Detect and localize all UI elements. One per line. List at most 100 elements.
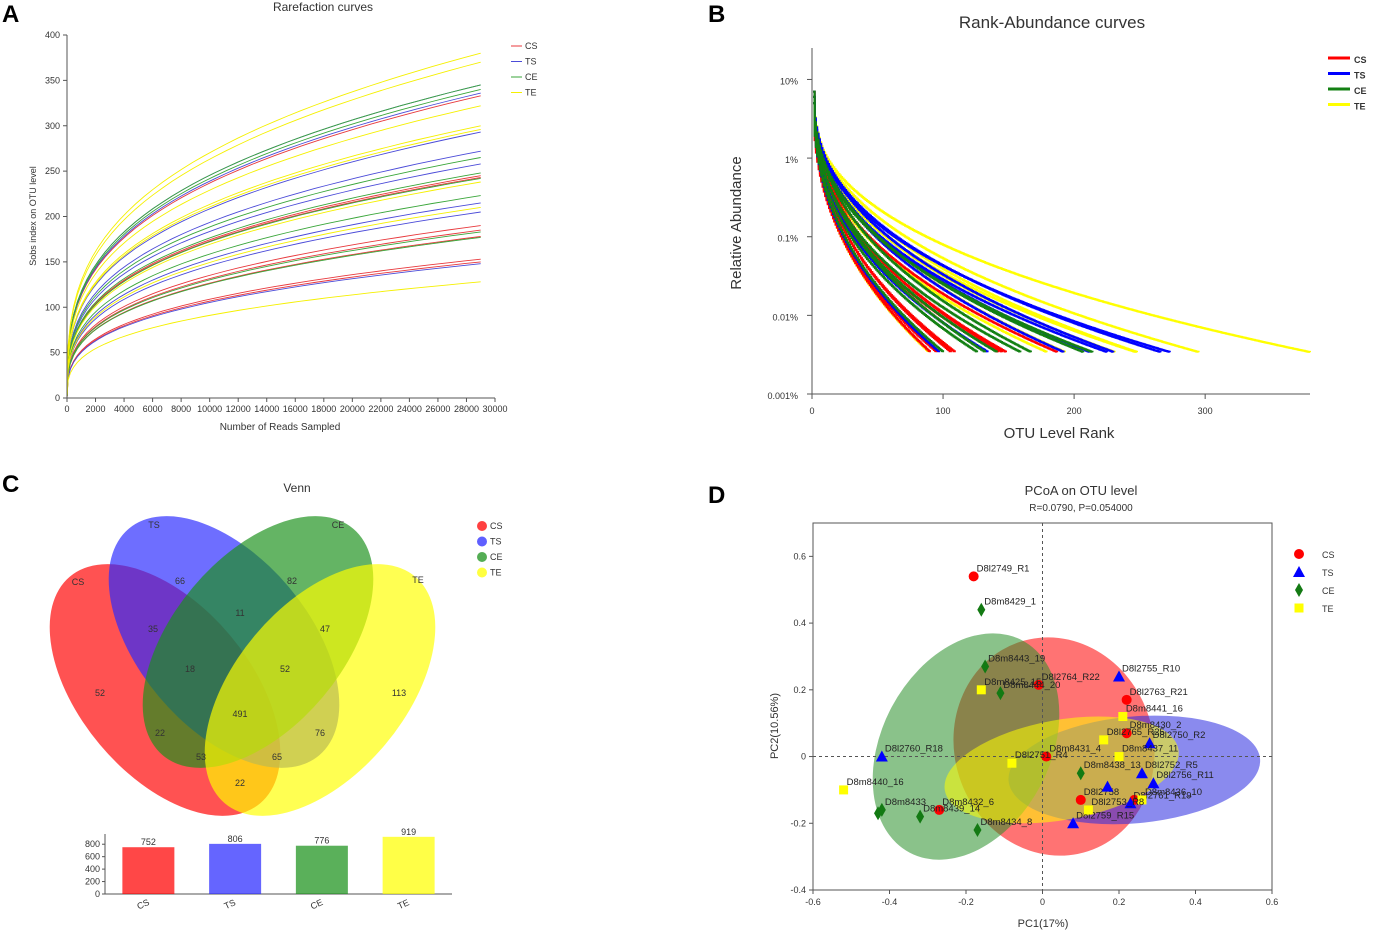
rank-abundance-xtick-label: 200 <box>1067 406 1082 416</box>
rarefaction-curves <box>66 52 481 399</box>
pcoa-point-cs <box>1041 751 1052 762</box>
rarefaction-curve-ce <box>66 177 481 399</box>
rarefaction-curve-cs <box>66 258 481 399</box>
rarefaction-curve-ts <box>66 211 481 399</box>
venn-region-value: 113 <box>392 688 406 698</box>
rank-abundance-ytick-label: 0.01% <box>772 312 798 322</box>
rarefaction-curve-te <box>66 206 481 399</box>
legend-label-ce: CE <box>525 72 538 82</box>
legend-marker-te <box>1294 603 1304 613</box>
pcoa-ytick-label: 0.2 <box>793 685 806 695</box>
pcoa-point-ce <box>996 686 1005 701</box>
rarefaction-xtick-label: 18000 <box>311 404 336 414</box>
bar-category-label: TS <box>223 897 238 911</box>
rarefaction-curve-ce <box>66 236 481 399</box>
rarefaction-curve-ts <box>66 263 481 399</box>
pcoa-point-label: D8m8432_6 <box>942 797 994 808</box>
panel-b-rank-abundance: B Rank-Abundance curves 10% 1% 0.1% 0.01% 0.… <box>708 1 1367 442</box>
pcoa-point-te <box>1137 795 1147 805</box>
rank-abundance-xtick-label: 300 <box>1198 406 1213 416</box>
venn-region-value: 491 <box>232 709 247 719</box>
legend-dot-ts <box>477 536 487 547</box>
rarefaction-xtick-label: 4000 <box>114 404 134 414</box>
pcoa-point-ce <box>977 602 986 617</box>
pcoa-point-ts <box>1143 737 1156 749</box>
rank-abundance-curve-ts <box>813 95 1162 353</box>
rarefaction-xtick-label: 8000 <box>171 404 191 414</box>
rarefaction-xtick-label: 2000 <box>86 404 106 414</box>
pcoa-ytick-label: -0.4 <box>790 885 806 895</box>
bar-value-label: 776 <box>314 836 329 846</box>
rank-abundance-curve-ce <box>813 95 945 353</box>
rarefaction-ytick-label: 50 <box>50 348 60 358</box>
legend-label-ce: CE <box>1322 586 1335 596</box>
rarefaction-curve-cs <box>66 95 481 399</box>
rarefaction-xtick-label: 12000 <box>226 404 251 414</box>
legend-label-ts: TS <box>525 57 537 67</box>
rarefaction-curve-te <box>66 105 481 399</box>
pcoa-point-label: D8m8444_20 <box>1003 680 1060 691</box>
legend-label-te: TE <box>525 88 537 98</box>
pcoa-point-label: D8m8429_1 <box>984 597 1036 608</box>
rarefaction-xtick-label: 20000 <box>340 404 365 414</box>
rarefaction-curve-ce <box>66 84 481 399</box>
rarefaction-curve-cs <box>66 175 481 399</box>
rarefaction-curve-cs <box>66 236 481 399</box>
pcoa-point-te <box>1083 805 1093 815</box>
pcoa-xtick-label: 0 <box>1040 897 1045 907</box>
venn-set-label-ts: TS <box>148 520 160 530</box>
venn-region-value: 18 <box>185 664 195 674</box>
bar-ytick-label: 800 <box>85 839 100 849</box>
rarefaction-ytick-label: 400 <box>45 30 60 40</box>
panel-label-a: A <box>2 1 19 28</box>
rank-abundance-legend: CS TS CE TE <box>1328 55 1367 112</box>
pcoa-point-ce <box>973 822 982 837</box>
rarefaction-curve-ce <box>66 195 481 399</box>
bar-ytick-label: 400 <box>85 864 100 874</box>
rarefaction-curve-ts <box>66 92 481 399</box>
rarefaction-xtick-label: 26000 <box>425 404 450 414</box>
panel-label-b: B <box>708 1 725 28</box>
venn-title: Venn <box>283 481 310 495</box>
bar-ts <box>209 843 262 894</box>
panel-label-c: C <box>2 471 19 498</box>
rarefaction-title: Rarefaction curves <box>273 0 373 14</box>
venn-set-label-te: TE <box>412 575 424 585</box>
pcoa-point-ce <box>981 659 990 674</box>
rarefaction-curve-te <box>66 281 481 399</box>
rarefaction-legend: CS TS CE TE <box>511 41 538 98</box>
pcoa-point-cs <box>968 571 979 582</box>
venn-region-value: 76 <box>315 728 325 738</box>
bar-value-label: 919 <box>401 827 416 837</box>
rarefaction-curve-ts <box>66 150 481 399</box>
bar-value-label: 752 <box>141 837 156 847</box>
pcoa-xtick-label: -0.6 <box>805 897 821 907</box>
pcoa-xtick-label: -0.4 <box>882 897 898 907</box>
pcoa-point-te <box>976 685 986 695</box>
venn-set-label-ce: CE <box>332 520 345 530</box>
rarefaction-xtick-label: 14000 <box>254 404 279 414</box>
rarefaction-curve-ce <box>66 157 481 399</box>
rarefaction-ytick-label: 0 <box>55 393 60 403</box>
venn-region-value: 53 <box>196 752 206 762</box>
legend-marker-ce <box>1295 583 1303 597</box>
pcoa-ellipse-te <box>944 716 1179 824</box>
venn-diagram: CS TS CE TE 52 66 82 113 35 11 47 18 52 491 22 76 53 65 22 <box>49 516 436 816</box>
legend-label-ce: CE <box>1354 86 1367 96</box>
rarefaction-xtick-label: 0 <box>64 404 69 414</box>
rarefaction-xlabel: Number of Reads Sampled <box>220 422 341 433</box>
pcoa-point-label: D8l2759_R15 <box>1076 810 1134 821</box>
pcoa-xtick-label: 0.4 <box>1189 897 1202 907</box>
pcoa-point-ts <box>1124 797 1137 809</box>
rarefaction-xtick-label: 16000 <box>283 404 308 414</box>
venn-region-value: 82 <box>287 576 297 586</box>
rarefaction-curve-ts <box>66 163 481 399</box>
pcoa-point-ce <box>1076 766 1085 781</box>
legend-label-ts: TS <box>1354 71 1366 81</box>
pcoa-point-ce <box>874 806 883 821</box>
pcoa-point-label: D8l2763_R21 <box>1130 687 1188 698</box>
pcoa-point-label: D8l2749_R1 <box>977 563 1030 574</box>
pcoa-xtick-label: 0.6 <box>1266 897 1279 907</box>
venn-legend: CS TS CE TE <box>477 521 503 578</box>
pcoa-point-te <box>1118 712 1128 722</box>
